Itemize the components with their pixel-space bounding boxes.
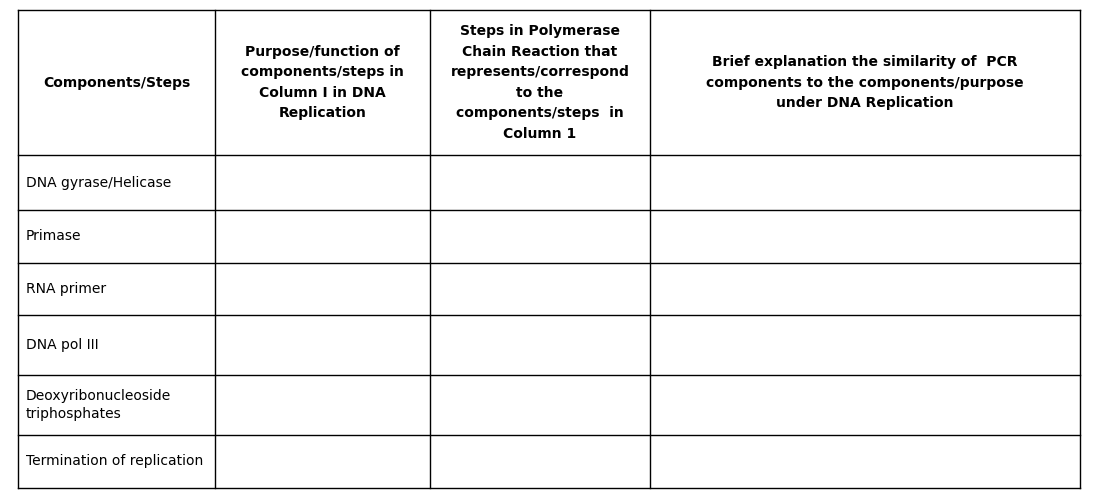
- Text: RNA primer: RNA primer: [26, 282, 107, 296]
- Text: Steps in Polymerase
Chain Reaction that
represents/correspond
to the
components/: Steps in Polymerase Chain Reaction that …: [450, 24, 629, 141]
- Text: Brief explanation the similarity of  PCR
components to the components/purpose
un: Brief explanation the similarity of PCR …: [706, 55, 1023, 110]
- Text: Purpose/function of
components/steps in
Column I in DNA
Replication: Purpose/function of components/steps in …: [242, 45, 404, 120]
- Text: Deoxyribonucleoside
triphosphates: Deoxyribonucleoside triphosphates: [26, 389, 171, 421]
- Text: Primase: Primase: [26, 230, 81, 244]
- Text: DNA gyrase/Helicase: DNA gyrase/Helicase: [26, 176, 171, 190]
- Text: DNA pol III: DNA pol III: [26, 338, 99, 352]
- Text: Termination of replication: Termination of replication: [26, 454, 203, 468]
- Text: Components/Steps: Components/Steps: [43, 76, 190, 90]
